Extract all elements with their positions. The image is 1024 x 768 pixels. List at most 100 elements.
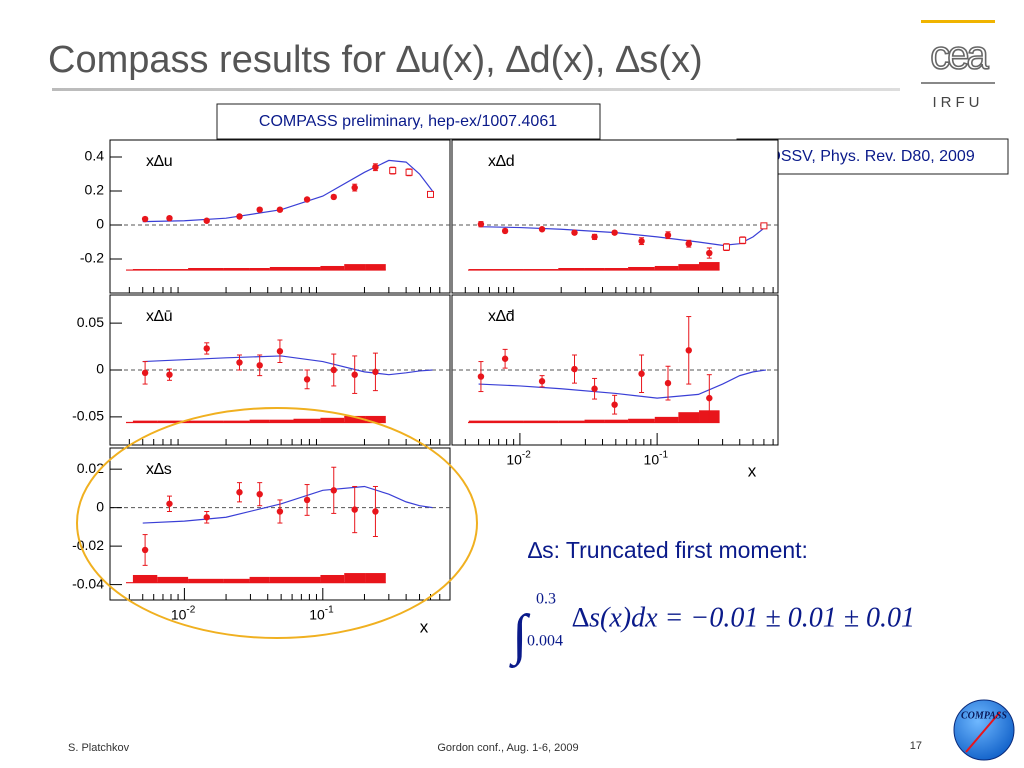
logo-rule — [921, 82, 995, 84]
point — [611, 401, 618, 408]
systematic-band — [699, 262, 720, 271]
panel: 0.05 0 -0.05 x∆ū — [72, 294, 451, 446]
y-tick-label: 0.2 — [85, 182, 105, 198]
source-box — [216, 103, 601, 140]
systematic-band — [223, 268, 250, 271]
systematic-band — [654, 265, 679, 271]
point — [276, 348, 284, 355]
open-point — [722, 243, 730, 251]
panel-label: x∆d̄ — [488, 308, 515, 325]
plot-area — [110, 339, 450, 424]
open-point — [739, 236, 747, 244]
point — [351, 184, 358, 191]
systematic-band — [628, 266, 655, 271]
systematic-band — [188, 578, 224, 583]
point — [664, 232, 672, 239]
systematic-band — [320, 574, 345, 583]
panel-label: x∆s — [146, 461, 172, 478]
point — [236, 359, 243, 366]
systematic-band — [365, 573, 386, 583]
systematic-band — [628, 418, 655, 423]
y-tick-label: -0.04 — [72, 575, 104, 591]
point — [685, 347, 692, 354]
systematic-band — [604, 419, 629, 423]
systematic-band — [344, 573, 366, 583]
point — [477, 373, 485, 380]
systematic-band — [188, 420, 224, 423]
systematic-band — [365, 415, 386, 423]
badge-text: COMPASS — [961, 710, 1007, 721]
systematic-band — [320, 265, 345, 271]
panel-frame — [451, 139, 779, 294]
moment-upper: 0.3 — [536, 591, 556, 608]
y-tick-label: 0 — [96, 216, 104, 232]
integral-sign: ∫ — [509, 604, 531, 669]
panel-frame — [109, 139, 451, 294]
systematic-band — [157, 576, 189, 583]
moment-lower: 0.004 — [527, 633, 563, 650]
systematic-band — [558, 420, 585, 423]
point — [351, 371, 358, 378]
point — [203, 345, 210, 352]
x-axis-label: x — [420, 617, 429, 636]
point — [166, 371, 173, 378]
panel-label: x∆ū — [146, 308, 173, 325]
systematic-band — [269, 419, 294, 423]
systematic-band — [188, 268, 224, 271]
y-tick-label: 0.4 — [85, 148, 105, 164]
point — [141, 546, 149, 554]
open-point — [760, 222, 768, 230]
point — [591, 385, 598, 392]
systematic-band — [654, 416, 679, 423]
logo-rule — [921, 20, 995, 23]
point — [203, 217, 210, 224]
point — [303, 376, 311, 383]
systematic-band — [678, 412, 700, 423]
systematic-band — [157, 420, 189, 423]
systematic-band — [365, 264, 386, 271]
highlight-ellipse — [76, 407, 478, 639]
x-tick-label: 10 — [309, 607, 325, 623]
panel: 10 -2 10 -1xx∆d̄ — [451, 294, 779, 480]
x-tick-label: 10 — [506, 452, 522, 468]
y-tick-label: -0.02 — [72, 537, 104, 553]
point — [330, 193, 337, 201]
point — [256, 362, 263, 369]
plot-area — [110, 466, 450, 584]
title-rule — [52, 88, 900, 91]
point — [706, 394, 713, 402]
point — [256, 490, 263, 498]
systematic-band — [132, 574, 158, 583]
systematic-band — [678, 264, 700, 271]
point — [236, 489, 243, 496]
x-tick-exponent: -2 — [522, 450, 531, 461]
panel: 0.4 0.2 0 -0.2 x∆u — [80, 139, 451, 294]
systematic-band — [223, 578, 250, 583]
point — [664, 379, 672, 387]
point — [477, 220, 485, 228]
point — [141, 215, 149, 223]
systematic-band — [558, 268, 585, 271]
point — [685, 240, 692, 247]
systematic-band — [493, 420, 524, 423]
point — [501, 355, 509, 362]
model-curve — [142, 355, 433, 376]
y-tick-label: -0.05 — [72, 408, 104, 424]
footer-page: 17 — [910, 740, 922, 752]
point — [351, 506, 358, 513]
systematic-band — [604, 268, 629, 271]
point — [571, 365, 578, 373]
point — [141, 369, 149, 377]
point — [203, 514, 210, 521]
point — [276, 508, 284, 515]
systematic-band — [249, 419, 270, 423]
x-tick-exponent: -1 — [325, 605, 334, 616]
point — [372, 164, 379, 171]
point — [256, 206, 263, 213]
badge-needle — [965, 711, 1001, 753]
panel-frame — [109, 447, 451, 601]
y-tick-label: 0 — [96, 498, 104, 514]
charts: 0.40.20-0.2x∆u x∆d0.050-0.05x∆ū10 -2 10 -1xx… — [72, 139, 779, 636]
cea-logo: cea — [930, 34, 989, 78]
